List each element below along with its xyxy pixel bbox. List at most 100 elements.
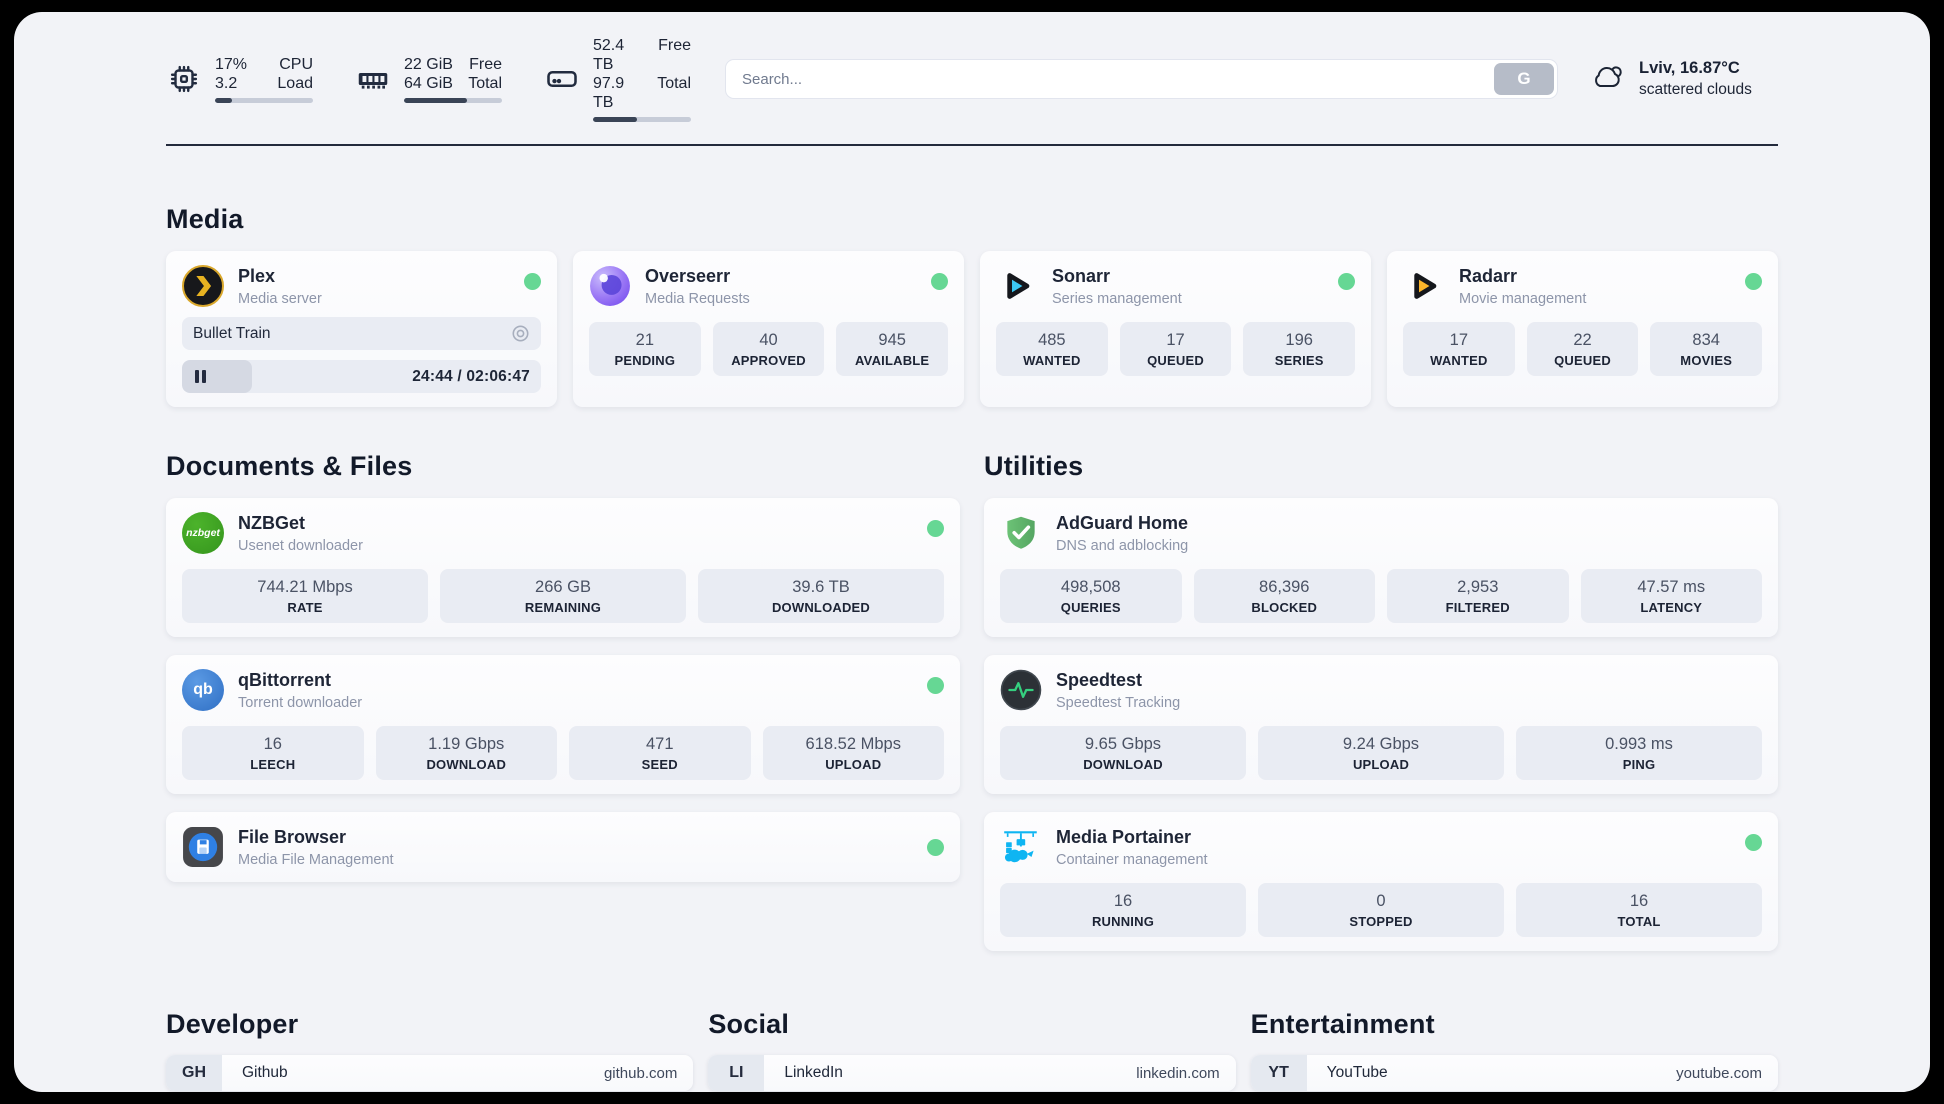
pause-icon[interactable]: [193, 368, 208, 385]
app-title: Sonarr: [1052, 266, 1111, 286]
search-input[interactable]: [725, 59, 1558, 99]
stat-download: 1.19 Gbps DOWNLOAD: [375, 726, 557, 780]
documents-column: Documents & Files nzbget NZBGet Usenet d…: [166, 451, 960, 951]
ram-total-label: Total: [468, 75, 502, 92]
cpu-label: CPU: [279, 56, 313, 73]
app-title: Overseerr: [645, 266, 731, 286]
speedtest-icon: [1000, 669, 1042, 711]
app-title: qBittorrent: [238, 670, 331, 690]
link-badge: YT: [1250, 1055, 1307, 1091]
stat-running: 16 RUNNING: [1000, 883, 1246, 937]
now-playing-row: Bullet Train: [182, 317, 541, 350]
app-title: Media Portainer: [1056, 827, 1192, 847]
portainer-icon: [1000, 826, 1042, 868]
playback-progress-fill: [182, 360, 252, 393]
app-subtitle: Container management: [1056, 851, 1208, 868]
stat-series: 196 SERIES: [1243, 322, 1356, 376]
status-dot: [1745, 273, 1762, 290]
app-card-overseerr[interactable]: Overseerr Media Requests 21 PENDING 40 APP…: [573, 251, 964, 407]
status-dot: [927, 520, 944, 537]
weather-widget: Lviv, 16.87°C scattered clouds: [1588, 57, 1778, 102]
system-stats: 17% CPU 3.2 Load 22: [166, 36, 691, 122]
disk-progress-bar: [593, 117, 691, 122]
now-playing-title: Bullet Train: [193, 324, 271, 342]
app-card-filebrowser[interactable]: File Browser Media File Management: [166, 812, 960, 882]
playback-time: 24:44 / 02:06:47: [412, 367, 530, 385]
stat-pending: 21 PENDING: [589, 322, 701, 376]
session-icon[interactable]: [511, 324, 530, 343]
stat-leech: 16 LEECH: [182, 726, 364, 780]
app-card-speedtest[interactable]: Speedtest Speedtest Tracking 9.65 Gbps DO…: [984, 655, 1778, 794]
status-dot: [931, 273, 948, 290]
cpu-progress-bar: [215, 98, 313, 103]
stat-filtered: 2,953 FILTERED: [1387, 569, 1569, 623]
stat-latency: 47.57 ms LATENCY: [1580, 569, 1762, 623]
link-badge: GH: [166, 1055, 222, 1091]
app-card-adguard[interactable]: AdGuard Home DNS and adblocking 498,508 Q…: [984, 498, 1778, 637]
cpu-icon: [166, 61, 202, 97]
section-title-utilities: Utilities: [984, 451, 1084, 481]
overseerr-icon: [589, 265, 631, 307]
header-divider: [166, 144, 1778, 146]
link-url: linkedin.com: [1136, 1064, 1220, 1082]
link-url: youtube.com: [1676, 1064, 1762, 1082]
entertainment-column: Entertainment YT YouTube youtube.com NF …: [1250, 1009, 1778, 1092]
cpu-load-value: 3.2: [215, 75, 238, 92]
dashboard-panel: 17% CPU 3.2 Load 22: [14, 12, 1930, 1092]
stat-download: 9.65 Gbps DOWNLOAD: [1000, 726, 1246, 780]
header: 17% CPU 3.2 Load 22: [166, 36, 1778, 122]
app-subtitle: Series management: [1052, 290, 1182, 307]
app-subtitle: Media Requests: [645, 290, 750, 307]
app-subtitle: Usenet downloader: [238, 537, 363, 554]
stat-remaining: 266 GB REMAINING: [440, 569, 686, 623]
stat-downloaded: 39.6 TB DOWNLOADED: [698, 569, 944, 623]
status-dot: [1745, 834, 1762, 851]
social-column: Social LI LinkedIn linkedin.com TW Twitt…: [708, 1009, 1236, 1092]
stat-wanted: 17 WANTED: [1403, 322, 1515, 376]
section-title-developer: Developer: [166, 1009, 299, 1039]
link-url: github.com: [603, 1064, 678, 1082]
app-subtitle: DNS and adblocking: [1056, 537, 1189, 554]
adguard-icon: [1000, 512, 1042, 554]
sonarr-icon: [996, 265, 1038, 307]
status-dot: [524, 273, 541, 290]
app-subtitle: Torrent downloader: [238, 694, 363, 711]
link-name: Github: [242, 1064, 288, 1081]
link-row-github[interactable]: GH Github github.com: [166, 1055, 694, 1091]
developer-column: Developer GH Github github.com SO StackO…: [166, 1009, 694, 1092]
section-title-entertainment: Entertainment: [1250, 1009, 1435, 1039]
stat-total: 16 TOTAL: [1516, 883, 1762, 937]
stat-ping: 0.993 ms PING: [1516, 726, 1762, 780]
stat-approved: 40 APPROVED: [712, 322, 825, 376]
link-row-linkedin[interactable]: LI LinkedIn linkedin.com: [708, 1055, 1236, 1091]
disk-free-value: 52.4 TB: [593, 37, 625, 73]
app-card-sonarr[interactable]: Sonarr Series management 485 WANTED 17 QUE…: [980, 251, 1371, 407]
weather-location: Lviv, 16.87°C: [1639, 59, 1740, 78]
app-card-portainer[interactable]: Media Portainer Container management 16 R…: [984, 812, 1778, 951]
filebrowser-icon: [182, 826, 224, 868]
stat-seed: 471 SEED: [569, 726, 751, 780]
ram-progress-bar: [404, 98, 502, 103]
stat-queued: 22 QUEUED: [1526, 322, 1639, 376]
qbittorrent-icon: qb: [182, 669, 224, 711]
radarr-icon: [1403, 265, 1445, 307]
app-card-plex[interactable]: Plex Media server Bullet Train: [166, 251, 557, 407]
app-card-qbittorrent[interactable]: qb qBittorrent Torrent downloader 16 LEEC…: [166, 655, 960, 794]
ram-free-label: Free: [469, 56, 502, 73]
status-dot: [927, 677, 944, 694]
app-card-radarr[interactable]: Radarr Movie management 17 WANTED 22 QUEUE…: [1387, 251, 1778, 407]
stat-upload: 9.24 Gbps UPLOAD: [1258, 726, 1504, 780]
ram-icon: [355, 61, 391, 97]
app-card-nzbget[interactable]: nzbget NZBGet Usenet downloader 744.21 M…: [166, 498, 960, 637]
section-title-documents: Documents & Files: [166, 451, 413, 481]
weather-condition: scattered clouds: [1639, 80, 1752, 98]
ram-total-value: 64 GiB: [404, 75, 453, 92]
app-title: Radarr: [1459, 266, 1518, 286]
link-row-youtube[interactable]: YT YouTube youtube.com: [1250, 1055, 1778, 1091]
app-subtitle: Media server: [238, 290, 322, 307]
link-name: YouTube: [1326, 1064, 1388, 1081]
search-engine-button[interactable]: G: [1494, 63, 1554, 95]
nzbget-icon: nzbget: [182, 512, 224, 554]
search-bar: G: [725, 59, 1558, 99]
app-subtitle: Media File Management: [238, 851, 394, 868]
